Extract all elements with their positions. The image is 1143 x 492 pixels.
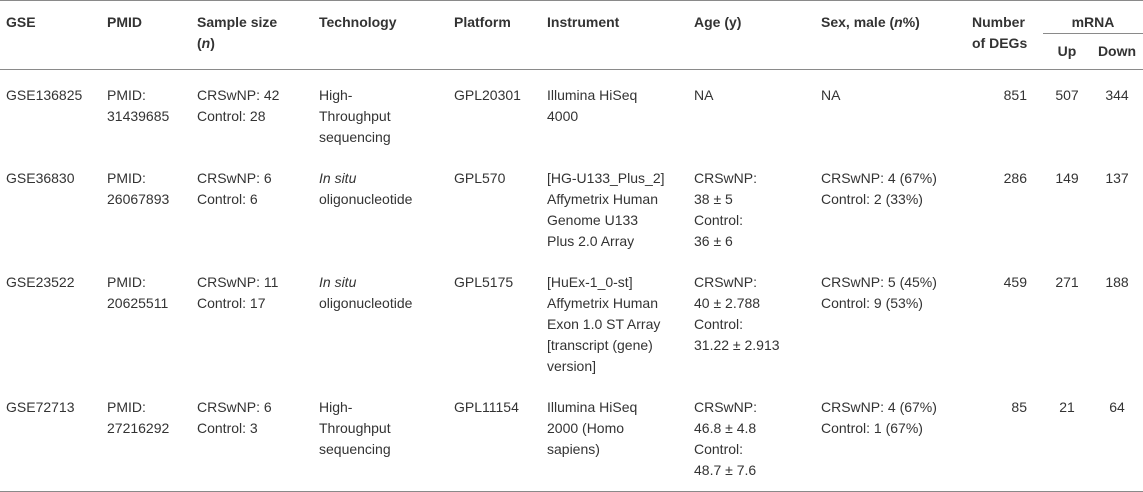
cell-technology-text: oligonucleotide	[319, 191, 413, 207]
cell-age: NA	[694, 87, 714, 103]
cell-up: 271	[1055, 274, 1079, 290]
cell-up: 149	[1055, 170, 1079, 186]
cell-instrument: [HG-U133_Plus_2] Affymetrix Human Genome…	[547, 170, 665, 249]
cell-technology-italic: In situ	[319, 170, 357, 186]
cell-sample-size: CRSwNP: 6 Control: 6	[197, 170, 272, 207]
cell-technology-text: oligonucleotide	[319, 295, 413, 311]
header-sample-size-label: Sample size	[197, 14, 278, 30]
cell-sex: CRSwNP: 4 (67%) Control: 1 (67%)	[815, 382, 966, 492]
cell-down: 137	[1105, 170, 1129, 186]
cell-platform: GPL570	[454, 170, 506, 186]
cell-instrument: Illumina HiSeq 2000 (Homo sapiens)	[541, 382, 688, 492]
cell-down: 188	[1105, 274, 1129, 290]
cell-pmid: PMID: 20625511	[107, 274, 169, 311]
cell-technology: High- Throughput sequencing	[313, 382, 448, 492]
header-technology: Technology	[313, 0, 448, 70]
cell-degs: 286	[1003, 170, 1027, 186]
cell-pmid: PMID: 27216292	[101, 382, 191, 492]
cell-platform: GPL5175	[454, 274, 514, 290]
cell-degs: 459	[1003, 274, 1027, 290]
cell-technology: High- Throughput sequencing	[319, 87, 391, 145]
cell-age: CRSwNP: 40 ± 2.788 Control: 31.22 ± 2.91…	[694, 274, 780, 353]
cell-instrument: [HuEx-1_0-st] Affymetrix Human Exon 1.0 …	[547, 274, 661, 374]
cell-technology-italic: In situ	[319, 274, 357, 290]
header-age: Age (y)	[688, 0, 815, 70]
cell-up: 507	[1055, 87, 1079, 103]
cell-pmid: PMID: 31439685	[107, 87, 170, 124]
header-pmid: PMID	[101, 0, 191, 70]
cell-gse: GSE36830	[6, 170, 75, 186]
header-sample-size-n: (n)	[197, 35, 215, 51]
table-row: GSE72713 PMID: 27216292 CRSwNP: 6 Contro…	[0, 382, 1143, 492]
cell-age: CRSwNP: 46.8 ± 4.8 Control: 48.7 ± 7.6	[688, 382, 815, 492]
cell-sample-size: CRSwNP: 6 Control: 3	[191, 382, 313, 492]
header-mrna: mRNA	[1043, 0, 1143, 34]
cell-gse: GSE72713	[0, 382, 101, 492]
cell-gse: GSE136825	[6, 87, 83, 103]
cell-sex: NA	[821, 87, 841, 103]
cell-degs: 851	[1003, 87, 1027, 103]
table-row: GSE36830 PMID: 26067893 CRSwNP: 6 Contro…	[0, 153, 1143, 257]
cell-gse: GSE23522	[6, 274, 75, 290]
header-sample-size: Sample size (n)	[191, 0, 313, 70]
cell-sample-size: CRSwNP: 11 Control: 17	[197, 274, 279, 311]
cell-technology: In situ oligonucleotide	[313, 257, 448, 382]
header-instrument: Instrument	[541, 0, 688, 70]
header-down: Down	[1097, 43, 1137, 59]
cell-sample-size: CRSwNP: 42 Control: 28	[197, 87, 280, 124]
cell-platform: GPL11154	[448, 382, 541, 492]
cell-up: 21	[1043, 382, 1091, 492]
header-up: Up	[1057, 43, 1077, 59]
cell-down: 64	[1091, 382, 1143, 492]
header-row: GSE PMID Sample size (n) Technology Platf…	[0, 0, 1143, 70]
cell-platform: GPL20301	[454, 87, 521, 103]
cell-pmid: PMID: 26067893	[107, 170, 170, 207]
cell-instrument: Illumina HiSeq 4000	[547, 87, 638, 124]
cell-age: CRSwNP: 38 ± 5 Control: 36 ± 6	[694, 170, 758, 249]
header-number-of-degs: Number of DEGs	[966, 0, 1043, 70]
cell-sex: CRSwNP: 5 (45%) Control: 9 (53%)	[821, 274, 937, 311]
table-row: GSE136825 PMID: 31439685 CRSwNP: 42 Cont…	[0, 70, 1143, 154]
cell-sex: CRSwNP: 4 (67%) Control: 2 (33%)	[821, 170, 937, 207]
header-sex: Sex, male (n%)	[815, 0, 966, 70]
cell-technology: In situ oligonucleotide	[313, 153, 448, 257]
cell-down: 344	[1105, 87, 1129, 103]
header-platform: Platform	[448, 0, 541, 70]
table-row: GSE23522 PMID: 20625511 CRSwNP: 11 Contr…	[0, 257, 1143, 382]
header-gse: GSE	[0, 0, 101, 70]
cell-degs: 85	[966, 382, 1043, 492]
